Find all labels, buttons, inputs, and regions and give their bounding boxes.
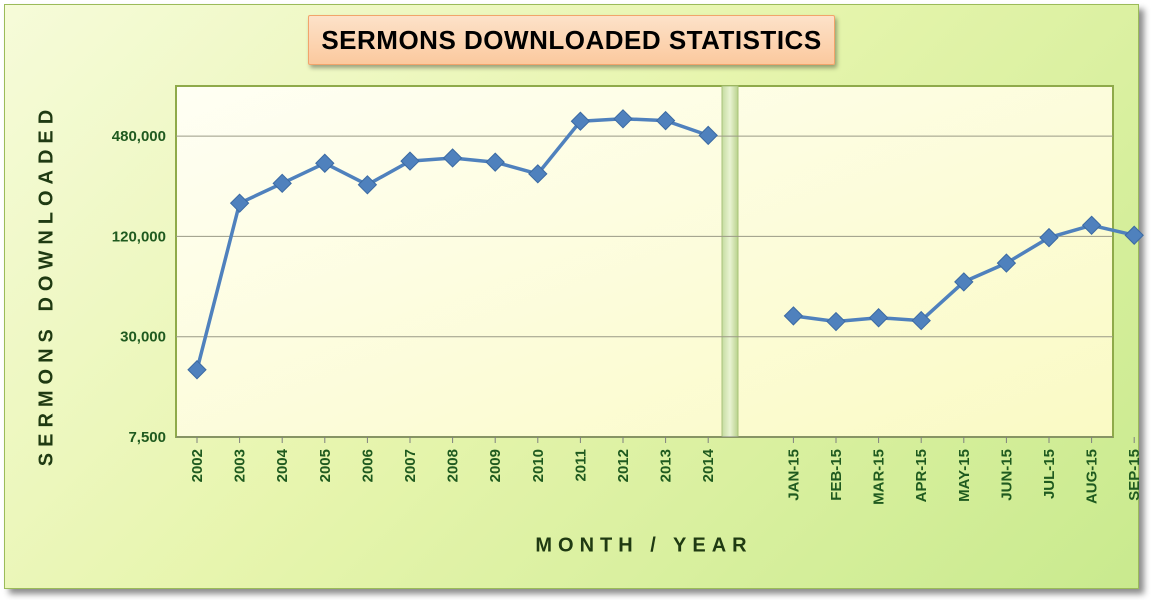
data-point xyxy=(315,153,335,173)
data-point xyxy=(400,151,420,171)
y-tick-label: 30,000 xyxy=(120,329,166,346)
x-tick-label: 2010 xyxy=(530,449,547,482)
x-tick-label: MAR-15 xyxy=(871,449,888,505)
x-tick-label: 2012 xyxy=(615,449,632,482)
data-point xyxy=(570,111,591,131)
data-point xyxy=(826,311,846,332)
x-tick-label: MAY-15 xyxy=(956,449,973,502)
data-point xyxy=(613,109,633,129)
x-tick-label: 2002 xyxy=(189,449,206,482)
data-point xyxy=(229,193,250,213)
panel-separator xyxy=(721,85,739,438)
data-point xyxy=(1081,215,1102,235)
x-tick-label: FEB-15 xyxy=(828,449,845,501)
x-tick-label: 2003 xyxy=(232,449,249,482)
data-point xyxy=(954,272,974,292)
chart-title: SERMONS DOWNLOADED STATISTICS xyxy=(321,24,822,55)
data-point xyxy=(655,110,676,131)
data-point xyxy=(485,152,505,172)
data-point xyxy=(783,306,804,326)
x-tick-label: JAN-15 xyxy=(785,449,802,501)
x-tick-label: AUG-15 xyxy=(1084,449,1101,504)
data-point xyxy=(1124,225,1144,245)
data-point xyxy=(1039,227,1059,248)
x-tick-label: JUL-15 xyxy=(1041,449,1058,499)
x-tick-label: 2009 xyxy=(487,449,504,482)
data-point xyxy=(911,310,931,331)
y-tick-label: 120,000 xyxy=(112,228,166,245)
x-tick-label: 2011 xyxy=(572,449,589,482)
chart-title-box: SERMONS DOWNLOADED STATISTICS xyxy=(308,15,835,65)
data-point xyxy=(357,175,378,195)
x-tick-label: 2013 xyxy=(658,449,675,482)
x-tick-label: 2007 xyxy=(402,449,419,482)
data-point xyxy=(442,148,463,168)
x-tick-label: SEP-15 xyxy=(1126,449,1143,501)
x-tick-label: JUN-15 xyxy=(998,449,1015,501)
data-point xyxy=(868,308,889,328)
x-tick-label: 2014 xyxy=(700,448,717,482)
x-tick-label: 2008 xyxy=(445,449,462,482)
data-point xyxy=(996,253,1017,273)
y-tick-label: 7,500 xyxy=(128,429,166,446)
x-tick-label: APR-15 xyxy=(913,449,930,502)
plot-area xyxy=(175,85,1114,438)
data-point xyxy=(272,173,292,194)
data-point xyxy=(187,360,207,380)
x-tick-label: 2004 xyxy=(274,448,291,482)
x-tick-label: 2005 xyxy=(317,449,334,482)
y-tick-label: 480,000 xyxy=(112,128,166,145)
x-axis-label: MONTH / YEAR xyxy=(535,534,753,557)
x-tick-label: 2006 xyxy=(359,449,376,482)
data-point xyxy=(698,125,718,146)
data-point xyxy=(528,164,548,184)
